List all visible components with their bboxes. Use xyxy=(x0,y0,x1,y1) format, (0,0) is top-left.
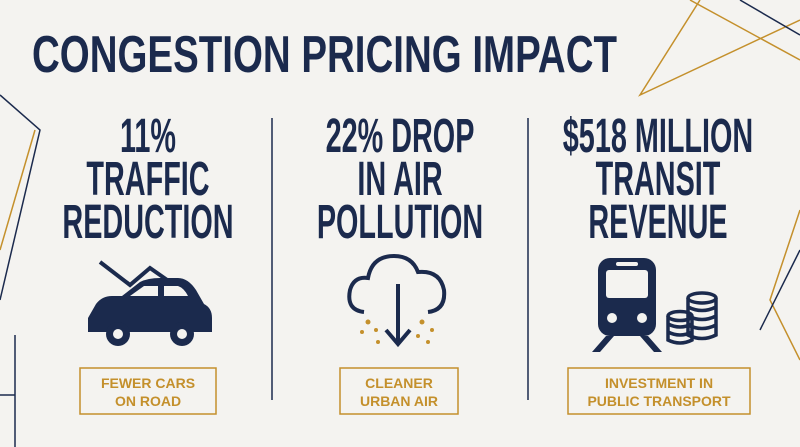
badge-line: ON ROAD xyxy=(115,393,181,409)
headline-line: IN AIR xyxy=(357,153,442,206)
cloud-icon xyxy=(347,253,447,348)
headline-line: 11% xyxy=(120,110,176,163)
badge-line: PUBLIC TRANSPORT xyxy=(587,393,731,409)
headline-line: TRAFFIC xyxy=(86,153,209,206)
headline-line: $518 MILLION xyxy=(563,110,753,163)
headline-line: REDUCTION xyxy=(62,196,233,249)
badge-box xyxy=(339,367,459,415)
headline-line: REVENUE xyxy=(588,196,727,249)
car-icon xyxy=(88,260,212,346)
headline-line: POLLUTION xyxy=(317,196,483,249)
headline-line: TRANSIT xyxy=(596,153,721,206)
badge-line: INVESTMENT IN xyxy=(605,375,713,391)
headline-line: 22% DROP xyxy=(326,110,475,163)
badge-line: CLEANER xyxy=(365,375,433,391)
badge-box xyxy=(567,367,751,415)
train-icon xyxy=(592,258,718,352)
badge-line: FEWER CARS xyxy=(101,375,195,391)
badge-line: URBAN AIR xyxy=(360,393,438,409)
badge-box xyxy=(79,367,217,415)
title: CONGESTION PRICING IMPACT xyxy=(32,26,617,84)
